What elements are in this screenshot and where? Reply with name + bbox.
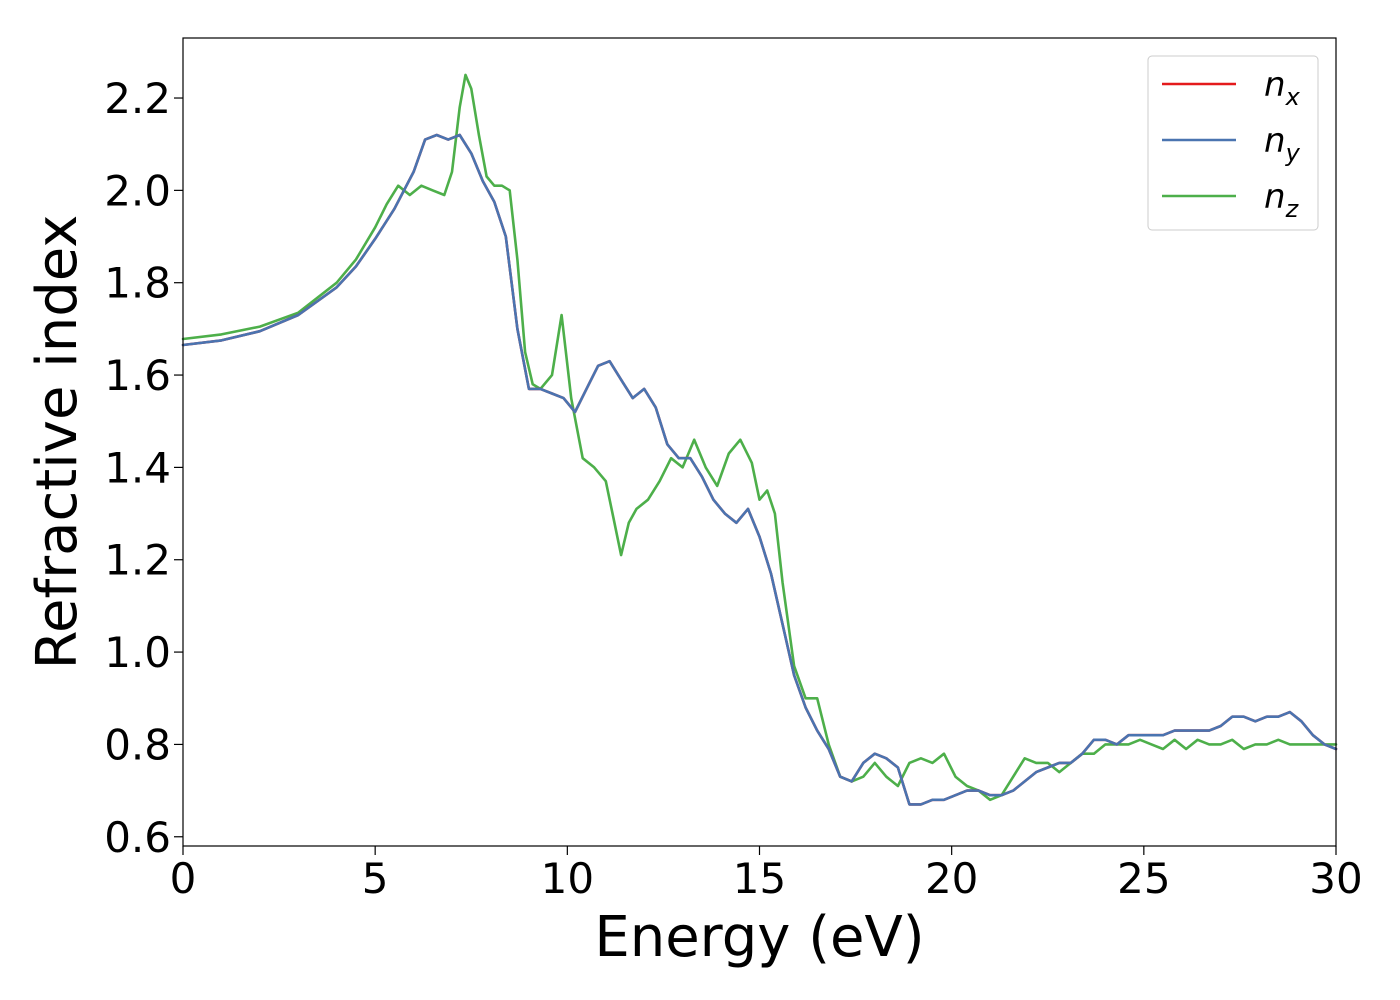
legend: nx ny nz (1147, 55, 1319, 231)
x-tick-label: 30 (1309, 854, 1362, 903)
x-tick-label: 20 (925, 854, 978, 903)
y-axis-ticks: 0.6 0.8 1.0 1.2 1.4 1.6 1.8 2.0 2.2 (104, 74, 183, 862)
y-tick-label: 2.0 (104, 166, 171, 215)
y-tick-label: 1.6 (104, 351, 171, 400)
y-tick-label: 1.8 (104, 259, 171, 308)
series-layer (181, 73, 1338, 806)
y-tick-label: 1.2 (104, 536, 171, 585)
x-tick-label: 0 (170, 854, 197, 903)
y-tick-label: 2.2 (104, 74, 171, 123)
x-axis-title: Energy (eV) (594, 905, 924, 970)
series-line-n-z (181, 73, 1338, 802)
legend-label-n-y: ny (1264, 121, 1301, 167)
series-line-n-y (181, 133, 1338, 806)
x-tick-label: 10 (541, 854, 594, 903)
y-axis-title: Refractive index (25, 215, 90, 670)
legend-label-n-x: nx (1264, 65, 1301, 111)
x-axis-ticks: 0 5 10 15 20 25 30 (170, 846, 1363, 903)
x-tick-label: 15 (733, 854, 786, 903)
legend-label-n-z: nz (1264, 177, 1300, 223)
y-tick-label: 0.8 (104, 720, 171, 769)
y-tick-label: 0.6 (104, 813, 171, 862)
x-tick-label: 25 (1117, 854, 1170, 903)
legend-frame (1147, 55, 1319, 231)
y-tick-label: 1.0 (104, 628, 171, 677)
y-tick-label: 1.4 (104, 443, 171, 492)
x-tick-label: 5 (362, 854, 389, 903)
